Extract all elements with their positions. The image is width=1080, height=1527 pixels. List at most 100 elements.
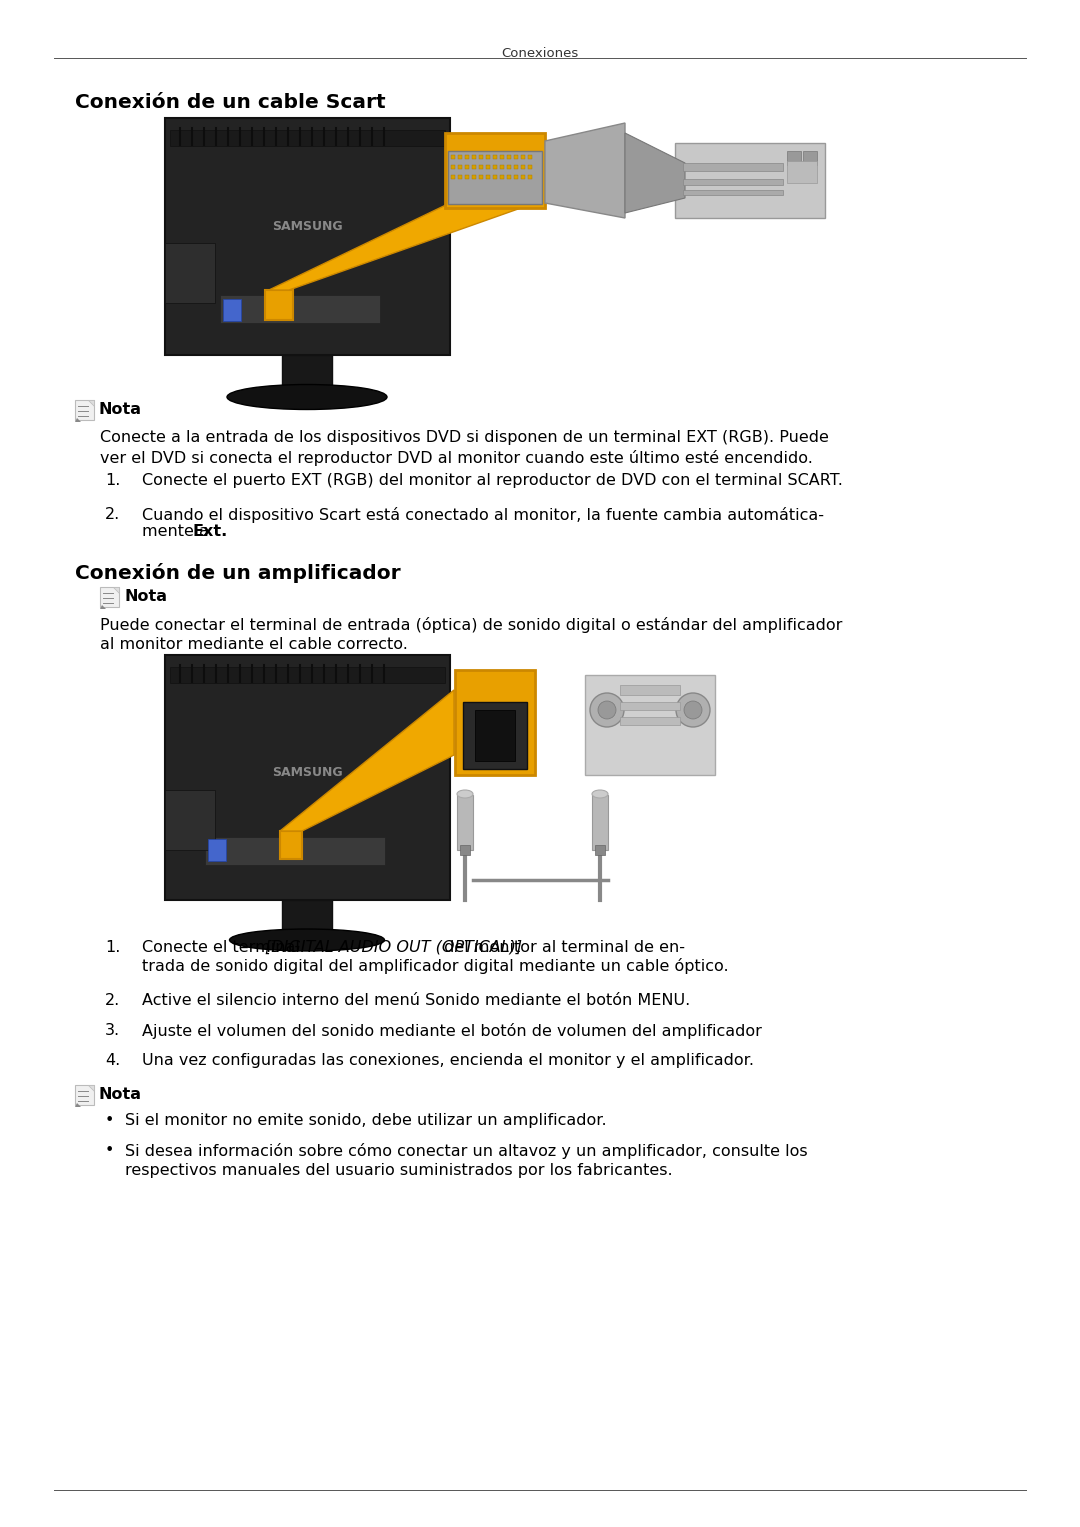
Bar <box>683 189 783 195</box>
Text: Nota: Nota <box>124 589 167 605</box>
Bar <box>457 796 473 851</box>
Bar <box>521 165 525 169</box>
Bar <box>205 837 384 864</box>
Bar <box>165 118 450 354</box>
Bar <box>675 144 825 218</box>
Bar <box>514 156 518 159</box>
Polygon shape <box>545 124 625 218</box>
Ellipse shape <box>457 789 473 799</box>
Text: ver el DVD si conecta el reproductor DVD al monitor cuando este último esté ence: ver el DVD si conecta el reproductor DVD… <box>100 450 813 466</box>
Text: Ajuste el volumen del sonido mediante el botón de volumen del amplificador: Ajuste el volumen del sonido mediante el… <box>141 1023 761 1038</box>
Bar <box>585 675 715 776</box>
Text: [DIGITAL AUDIO OUT (OPTICAL)]: [DIGITAL AUDIO OUT (OPTICAL)] <box>265 941 522 954</box>
Bar <box>683 179 783 185</box>
Text: 2.: 2. <box>105 507 120 522</box>
Bar <box>507 176 511 179</box>
Bar <box>165 243 215 302</box>
Bar <box>521 156 525 159</box>
Bar <box>451 156 455 159</box>
Bar <box>465 165 469 169</box>
Bar <box>208 838 226 861</box>
Bar <box>500 156 504 159</box>
Bar <box>507 156 511 159</box>
Bar <box>170 667 445 683</box>
Polygon shape <box>87 400 94 406</box>
Bar <box>472 176 476 179</box>
Text: 1.: 1. <box>105 941 120 954</box>
Text: Conexión de un cable Scart: Conexión de un cable Scart <box>75 93 386 111</box>
Polygon shape <box>625 133 685 212</box>
Text: al monitor mediante el cable correcto.: al monitor mediante el cable correcto. <box>100 637 408 652</box>
Bar <box>521 176 525 179</box>
Bar <box>804 151 816 165</box>
Bar <box>475 710 515 760</box>
Text: •: • <box>105 1144 114 1157</box>
Bar <box>492 156 497 159</box>
Text: 3.: 3. <box>105 1023 120 1038</box>
Text: Conexión de un amplificador: Conexión de un amplificador <box>75 563 401 583</box>
Ellipse shape <box>229 928 384 951</box>
Bar <box>480 165 483 169</box>
Polygon shape <box>75 1102 81 1107</box>
Bar <box>620 686 680 695</box>
Bar <box>514 165 518 169</box>
Polygon shape <box>280 690 454 831</box>
Bar <box>528 165 532 169</box>
Bar <box>787 160 816 183</box>
Text: respectivos manuales del usuario suministrados por los fabricantes.: respectivos manuales del usuario suminis… <box>125 1164 673 1177</box>
Bar <box>458 165 462 169</box>
Bar <box>448 151 542 205</box>
Polygon shape <box>269 203 535 290</box>
Bar <box>486 165 490 169</box>
Text: del monitor al terminal de en-: del monitor al terminal de en- <box>438 941 685 954</box>
Bar <box>451 165 455 169</box>
Bar <box>486 156 490 159</box>
Text: Nota: Nota <box>99 402 141 417</box>
Bar <box>280 831 302 860</box>
Text: Puede conectar el terminal de entrada (óptica) de sonido digital o estándar del : Puede conectar el terminal de entrada (ó… <box>100 617 842 634</box>
Text: Conecte el terminal: Conecte el terminal <box>141 941 305 954</box>
Bar <box>222 299 241 321</box>
Text: SAMSUNG: SAMSUNG <box>272 220 342 232</box>
Bar <box>507 165 511 169</box>
Bar <box>472 156 476 159</box>
Circle shape <box>676 693 710 727</box>
Bar <box>514 176 518 179</box>
Bar <box>265 290 293 321</box>
Bar <box>455 670 535 776</box>
Bar <box>528 176 532 179</box>
Text: Cuando el dispositivo Scart está conectado al monitor, la fuente cambia automáti: Cuando el dispositivo Scart está conecta… <box>141 507 824 524</box>
Text: Conexiones: Conexiones <box>501 47 579 60</box>
Bar <box>460 844 470 855</box>
Text: •: • <box>105 1113 114 1128</box>
Bar <box>465 176 469 179</box>
Text: Conecte a la entrada de los dispositivos DVD si disponen de un terminal EXT (RGB: Conecte a la entrada de los dispositivos… <box>100 431 828 444</box>
Bar <box>165 655 450 899</box>
Text: Una vez configuradas las conexiones, encienda el monitor y el amplificador.: Una vez configuradas las conexiones, enc… <box>141 1054 754 1067</box>
Text: Active el silencio interno del menú Sonido mediante el botón MENU.: Active el silencio interno del menú Soni… <box>141 993 690 1008</box>
Bar <box>451 176 455 179</box>
Bar <box>220 295 380 324</box>
Text: Nota: Nota <box>99 1087 141 1102</box>
Bar <box>592 796 608 851</box>
Bar <box>492 165 497 169</box>
Bar <box>500 165 504 169</box>
Bar <box>528 156 532 159</box>
Text: mente a: mente a <box>141 524 214 539</box>
Bar <box>486 176 490 179</box>
Circle shape <box>590 693 624 727</box>
Text: 1.: 1. <box>105 473 120 489</box>
Bar <box>492 176 497 179</box>
Circle shape <box>684 701 702 719</box>
Bar <box>620 718 680 725</box>
Bar <box>282 354 332 395</box>
Bar <box>282 899 332 938</box>
Bar <box>472 165 476 169</box>
Polygon shape <box>100 605 106 609</box>
Bar <box>620 702 680 710</box>
Circle shape <box>598 701 616 719</box>
Bar <box>465 156 469 159</box>
Bar <box>458 156 462 159</box>
Ellipse shape <box>592 789 608 799</box>
Bar <box>100 586 119 608</box>
